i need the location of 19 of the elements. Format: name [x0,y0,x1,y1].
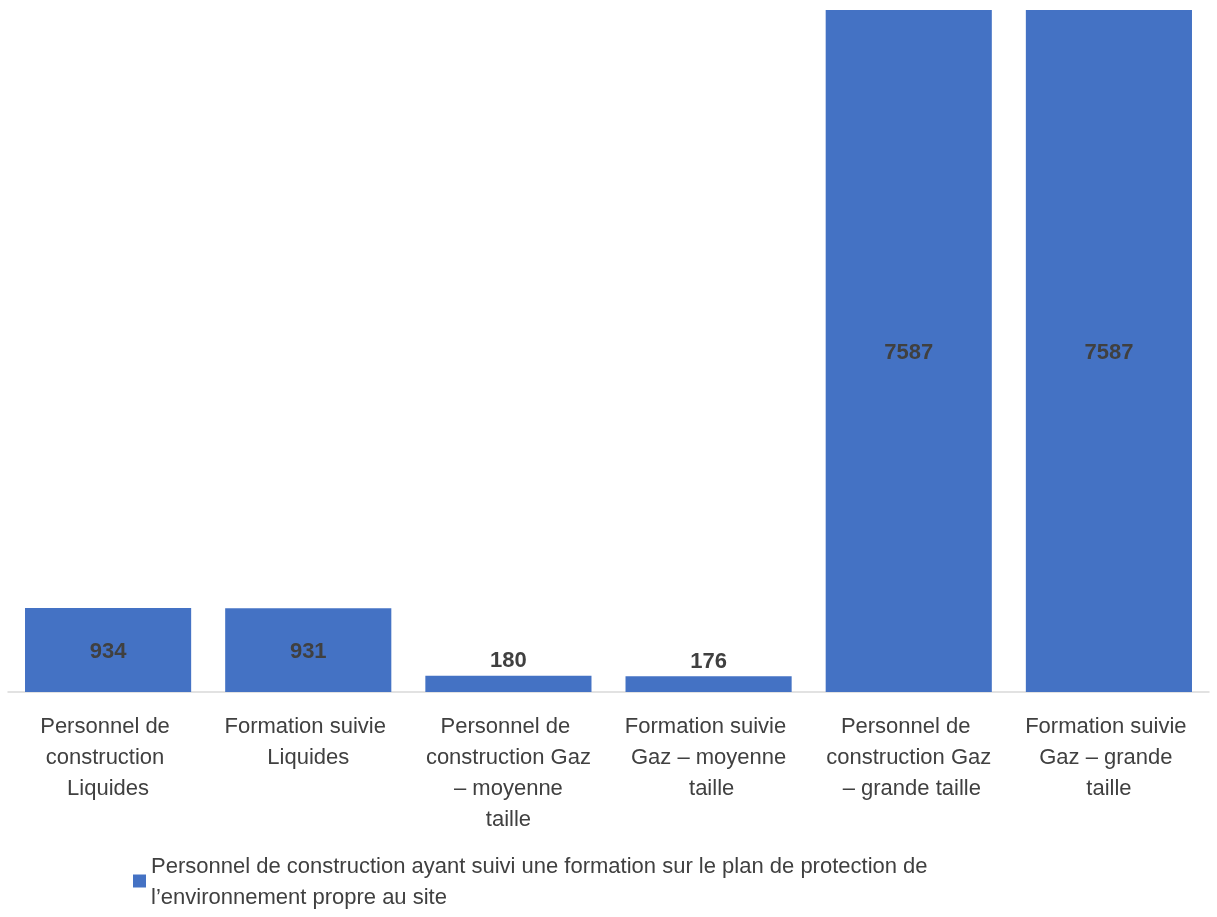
x-tick-label: Formation suivie Gaz – grande taille [1025,713,1193,800]
data-label: 7587 [884,338,934,364]
bar [25,608,192,692]
bar [1025,10,1192,692]
bar [825,10,992,692]
legend-label: Personnel de construction ayant suivi une formation sur le plan de protection de l’environnement propre au site [151,853,934,909]
x-tick-label: Personnel de construction Gaz – moyenne taille [425,713,591,831]
x-tick-label: Formation suivie Liquides [224,713,393,769]
bar [625,676,792,692]
data-label: 931 [289,637,327,663]
x-tick-label: Personnel de construction Liquides [40,713,176,800]
data-label: 7587 [1084,338,1134,364]
data-label: 180 [490,647,527,673]
x-tick-label: Formation suivie Gaz – moyenne taille [624,713,793,800]
bar [225,608,392,692]
bar [425,675,592,692]
x-tick-label: Personnel de construction Gaz – grande taille [826,713,992,800]
data-label: 176 [690,647,727,673]
data-label: 934 [89,637,128,663]
